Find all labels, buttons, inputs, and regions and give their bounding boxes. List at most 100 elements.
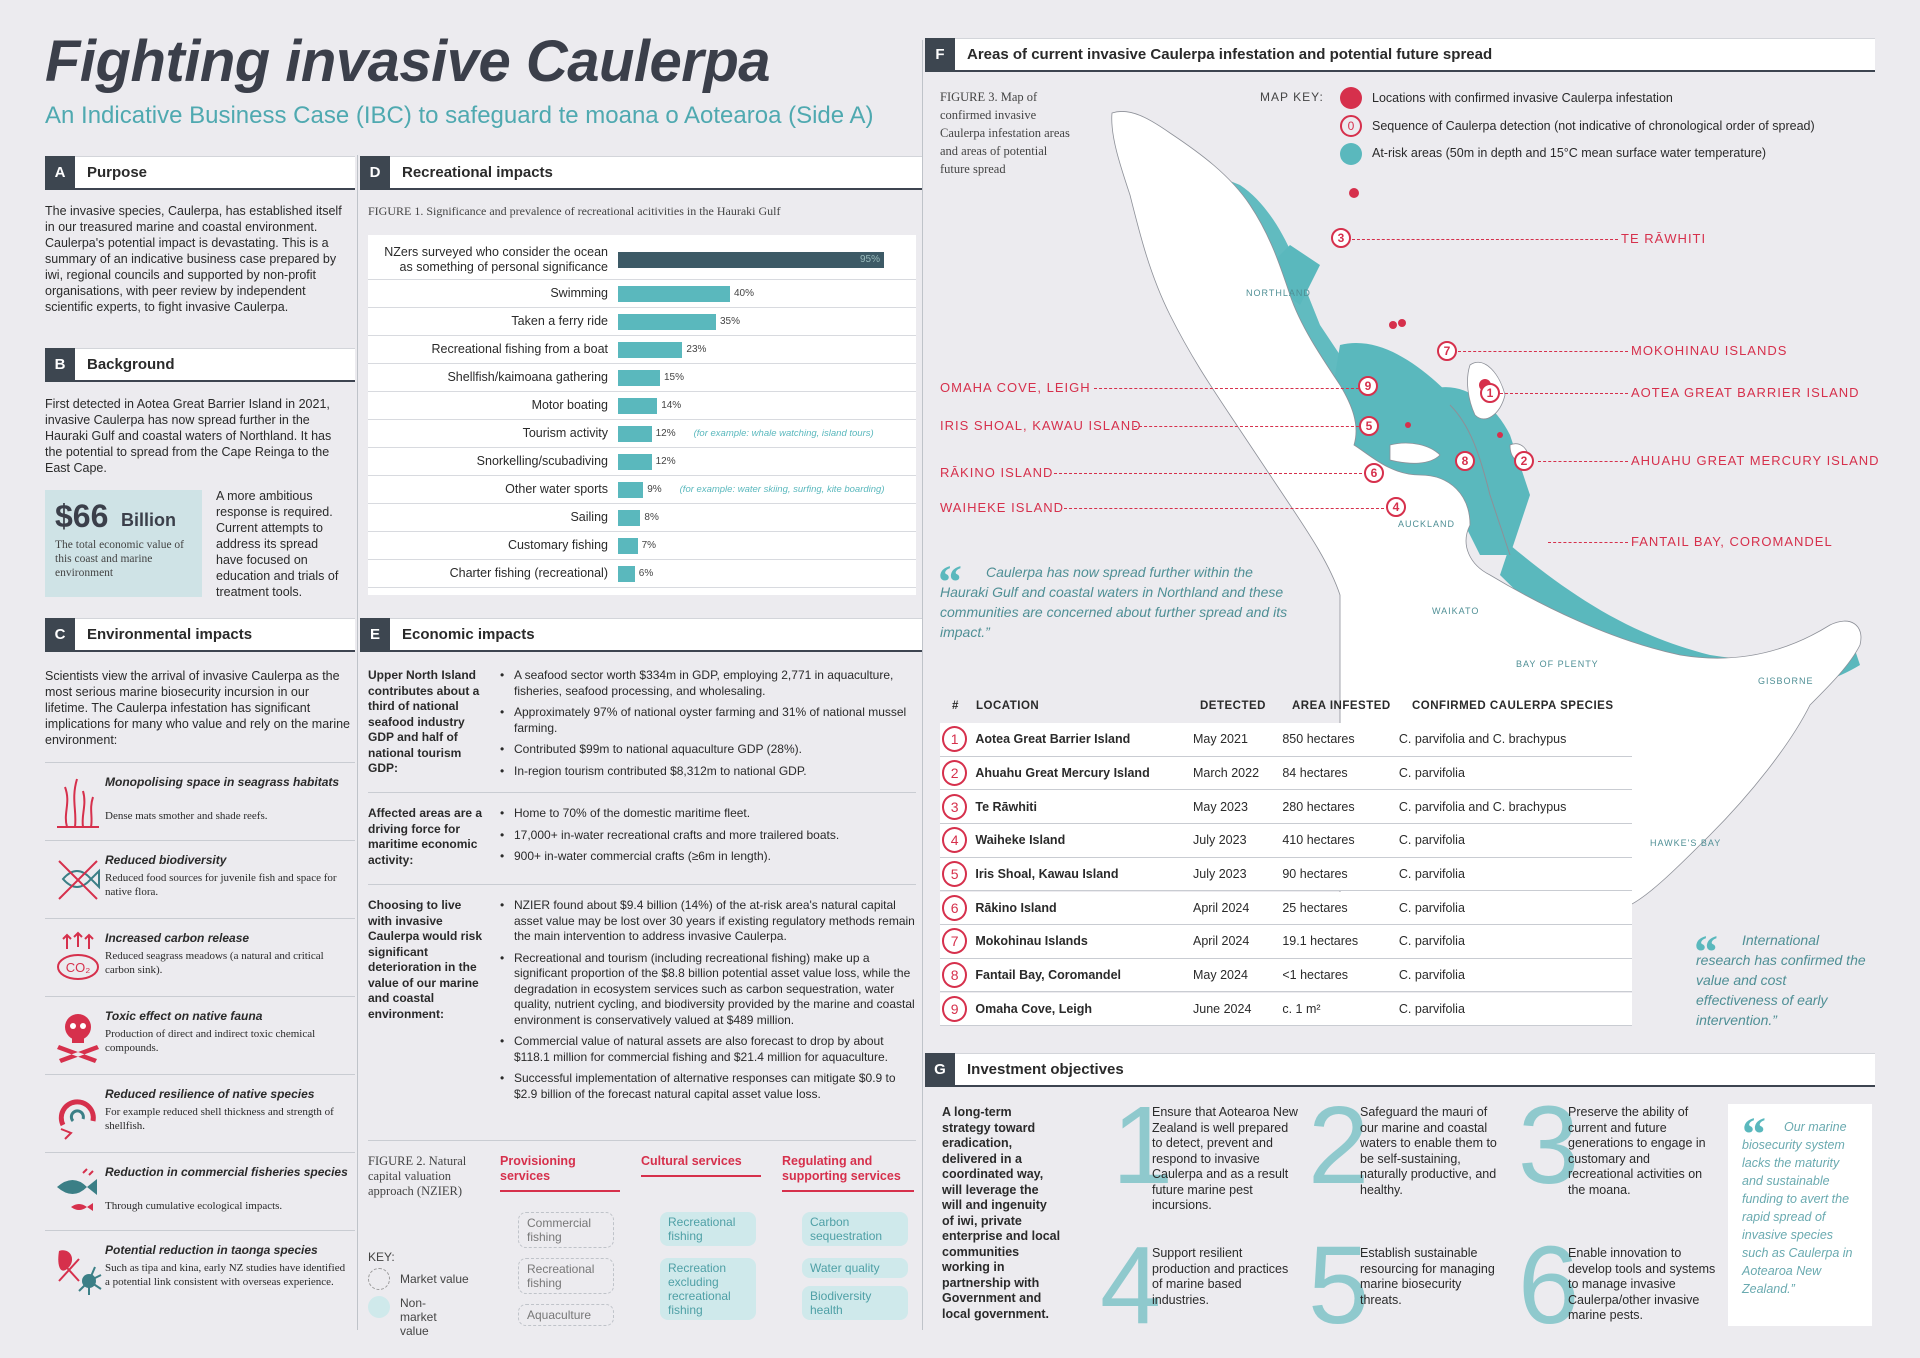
section-header-investment: G Investment objectives xyxy=(925,1052,1875,1087)
species-cell: C. parvifolia xyxy=(1398,968,1465,983)
fig2-service-box: Carbon sequestration xyxy=(802,1212,908,1246)
fig2-service-box: Recreation excluding recreational fishin… xyxy=(660,1258,756,1320)
fig2-col-title: Regulating and supporting services xyxy=(782,1154,914,1192)
map-key-sequence-symbol: 0 xyxy=(1340,115,1362,137)
fig2-service-box: Commercial fishing xyxy=(518,1212,614,1248)
location-cell: Te Rāwhiti xyxy=(975,799,1037,814)
page-subtitle: An Indicative Business Case (IBC) to saf… xyxy=(45,102,874,129)
place-label: FANTAIL BAY, COROMANDEL xyxy=(1631,534,1833,549)
row-number-badge: 7 xyxy=(942,928,968,955)
section-header-background: B Background xyxy=(45,347,355,382)
bar-row: NZers surveyed who consider the ocean as… xyxy=(368,240,916,280)
key-market-swatch xyxy=(368,1268,390,1290)
bar-value-label: 14% xyxy=(661,400,682,411)
bar-value-label: 9% xyxy=(647,484,662,495)
section-title: Areas of current invasive Caulerpa infes… xyxy=(967,46,1493,63)
econ-point: NZIER found about $9.4 billion (14%) of … xyxy=(500,898,920,945)
location-cell: Omaha Cove, Leigh xyxy=(975,1001,1093,1016)
leader-line xyxy=(1134,426,1364,427)
objective-text: Support resilient production and practic… xyxy=(1152,1246,1289,1307)
bar xyxy=(618,481,644,498)
econ-point: Recreational and tourism (including recr… xyxy=(500,951,920,1029)
table-col-header: CONFIRMED CAULERPA SPECIES xyxy=(1412,700,1614,712)
section-letter: C xyxy=(45,617,75,652)
leader-line xyxy=(1054,473,1372,474)
econ-point: 17,000+ in-water recreational crafts and… xyxy=(500,828,920,844)
bar xyxy=(618,565,635,582)
broken-shell-icon xyxy=(58,1099,96,1140)
table-col-header: AREA INFESTED xyxy=(1292,700,1391,712)
map-pin: 4 xyxy=(1386,497,1406,517)
map-pin: 6 xyxy=(1364,463,1384,483)
map-pin: 2 xyxy=(1514,451,1534,471)
page-title: Fighting invasive Caulerpa xyxy=(45,29,771,94)
section-letter: A xyxy=(45,155,75,190)
bar-row: Shellfish/kaimoana gathering 15% xyxy=(368,364,916,392)
detected-cell: July 2023 xyxy=(1193,833,1247,848)
env-impact-desc: Production of direct and indirect toxic … xyxy=(105,1028,316,1054)
section-title: Investment objectives xyxy=(967,1061,1124,1078)
econ-point: In-region tourism contributed $8,312m to… xyxy=(500,764,920,780)
place-label: MOKOHINAU ISLANDS xyxy=(1631,343,1788,358)
econ-divider xyxy=(368,792,916,793)
crossed-fish-icon xyxy=(58,860,100,900)
econ-point: Approximately 97% of national oyster far… xyxy=(500,705,920,736)
econ-point: Contributed $99m to national aquaculture… xyxy=(500,742,920,758)
location-cell: Waiheke Island xyxy=(975,833,1066,848)
stat-value: $66 xyxy=(55,498,109,534)
column-divider xyxy=(357,155,358,1330)
env-impact-item: Monopolising space in seagrass habitats … xyxy=(45,762,355,840)
objective-number: 5 xyxy=(1308,1224,1370,1347)
location-cell: Rākino Island xyxy=(975,900,1057,915)
table-row: 1 Aotea Great Barrier Island May 2021 850 h… xyxy=(940,723,1632,757)
bar-value-label: 15% xyxy=(664,372,685,383)
bar-row: Recreational fishing from a boat 23% xyxy=(368,336,916,364)
seagrass-icon xyxy=(57,778,99,828)
env-impact-desc: Such as tipa and kina, early NZ studies … xyxy=(105,1262,346,1288)
leader-line xyxy=(1538,461,1628,462)
row-number-badge: 5 xyxy=(942,861,968,888)
place-label: OMAHA COVE, LEIGH xyxy=(940,380,1091,395)
env-impact-desc: Dense mats smother and shade reefs. xyxy=(105,810,268,822)
fig2-col-title: Cultural services xyxy=(641,1154,761,1177)
objective-text: Safeguard the mauri of our marine and co… xyxy=(1360,1105,1497,1197)
place-label: AHUAHU GREAT MERCURY ISLAND xyxy=(1631,453,1880,468)
bar-category-label: Sailing xyxy=(570,510,608,524)
map-pin: 3 xyxy=(1331,228,1351,248)
bar xyxy=(618,509,641,526)
section-title: Economic impacts xyxy=(402,626,535,643)
econ-point: Successful implementation of alternative… xyxy=(500,1071,920,1102)
bar-value-label: 12% xyxy=(655,456,676,467)
leader-line xyxy=(1094,388,1364,389)
bar-value-label: 95% xyxy=(859,253,880,265)
purpose-text: The invasive species, Caulerpa, has esta… xyxy=(45,204,342,314)
env-impact-title: Reduced biodiversity xyxy=(105,853,227,867)
figure1-caption: FIGURE 1. Significance and prevalence of… xyxy=(368,204,781,218)
species-cell: C. parvifolia and C. brachypus xyxy=(1398,732,1567,747)
bar-category-label: Other water sports xyxy=(505,482,608,496)
row-number-badge: 9 xyxy=(942,995,968,1022)
bar-row: Snorkelling/scubadiving 12% xyxy=(368,448,916,476)
fig2-col-title: Provisioning services xyxy=(500,1154,620,1192)
key-label: KEY: xyxy=(368,1250,395,1264)
bar-category-label: Recreational fishing from a boat xyxy=(431,342,608,356)
table-row: 8 Fantail Bay, Coromandel May 2024 <1 hecta… xyxy=(940,958,1632,993)
kina-icon xyxy=(58,1250,102,1295)
table-row: 9 Omaha Cove, Leigh June 2024 c. 1 m² C. par… xyxy=(940,992,1632,1027)
region-label: HAWKE'S BAY xyxy=(1650,838,1722,848)
row-number-badge: 4 xyxy=(942,827,968,854)
bar-note: (for example: water skiing, surfing, kit… xyxy=(679,484,885,495)
bar-row: Swimming 40% xyxy=(368,280,916,308)
table-header: # LOCATION DETECTED AREA INFESTED CONFIR… xyxy=(940,690,1632,722)
section-title: Purpose xyxy=(87,164,148,181)
species-cell: C. parvifolia and C. brachypus xyxy=(1398,799,1567,814)
key-market-label: Market value xyxy=(400,1272,469,1286)
section-title: Environmental impacts xyxy=(87,626,253,643)
area-cell: 25 hectares xyxy=(1282,900,1348,915)
stat-caption: The total economic value of this coast a… xyxy=(55,539,185,579)
stat-box: $66 Billion The total economic value of … xyxy=(45,490,202,597)
detected-cell: June 2024 xyxy=(1193,1001,1252,1016)
leader-line xyxy=(1548,542,1628,543)
table-row: 2 Ahuahu Great Mercury Island March 2022 84… xyxy=(940,756,1632,791)
bar xyxy=(618,425,652,442)
